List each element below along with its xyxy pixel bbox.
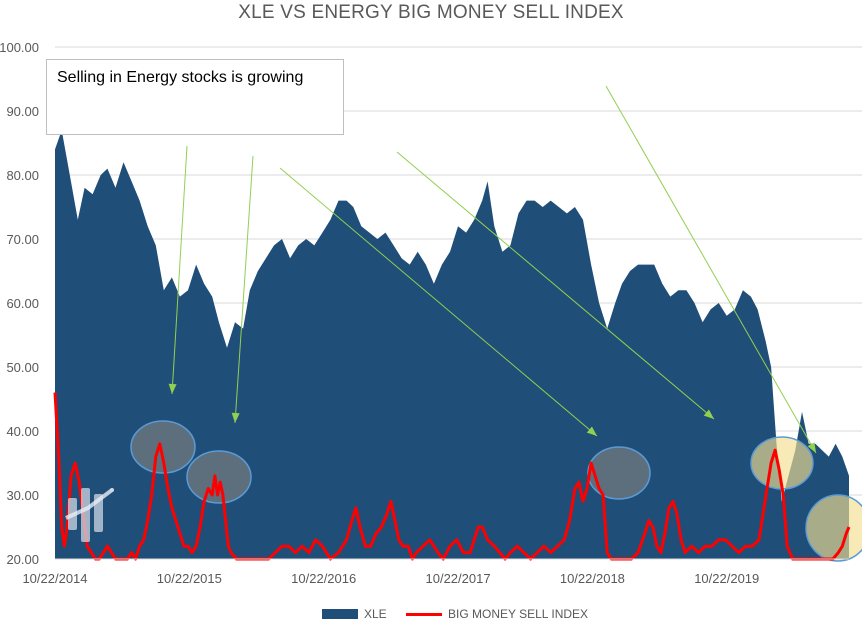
annotation-arrow — [396, 151, 715, 420]
annotation-arrow — [234, 155, 254, 424]
annotation-arrow-head — [807, 442, 816, 453]
highlight-circles — [130, 420, 862, 562]
y-tick-label: 70.00 — [6, 232, 39, 247]
annotation-arrows — [168, 85, 817, 454]
x-tick-label: 10/22/2014 — [22, 571, 87, 586]
series-xle-area — [55, 130, 849, 559]
annotation-arrow-head — [231, 412, 240, 423]
series-big-money-sell-index-line — [53, 392, 851, 561]
highlight-circle — [130, 420, 196, 474]
x-tick-label: 10/22/2016 — [291, 571, 356, 586]
y-tick-label: 60.00 — [6, 296, 39, 311]
annotation-arrow — [279, 167, 598, 437]
highlight-circle — [186, 450, 252, 504]
y-tick-label: 100.00 — [0, 40, 39, 55]
x-axis-ticks: 10/22/2014 10/22/2015 10/22/2016 10/22/2017… — [22, 571, 759, 586]
x-tick-label: 10/22/2015 — [157, 571, 222, 586]
y-tick-label: 80.00 — [6, 168, 39, 183]
series-line — [53, 392, 851, 561]
annotation-arrow-head — [703, 409, 714, 419]
annotation-arrow — [605, 85, 817, 454]
series-area — [55, 130, 849, 559]
legend-label-xle: XLE — [364, 607, 387, 621]
annotation-arrow — [171, 145, 188, 395]
annotation-text: Selling in Energy stocks is growing — [57, 69, 304, 86]
x-tick-label: 10/22/2018 — [560, 571, 625, 586]
x-tick-label: 10/22/2017 — [426, 571, 491, 586]
y-axis-ticks: 20.00 30.00 40.00 50.00 60.00 70.00 80.00 90.00… — [0, 40, 39, 567]
y-tick-label: 40.00 — [6, 424, 39, 439]
x-tick-label: 10/22/2019 — [694, 571, 759, 586]
legend-label-big-money-sell-index: BIG MONEY SELL INDEX — [448, 607, 589, 621]
y-tick-label: 50.00 — [6, 360, 39, 375]
highlight-circle — [587, 446, 651, 500]
legend-swatch-big-money-sell-index — [406, 612, 442, 616]
chart-title: XLE VS ENERGY BIG MONEY SELL INDEX — [238, 2, 624, 23]
legend-swatch-xle — [322, 609, 358, 619]
legend-item-big-money-sell-index: BIG MONEY SELL INDEX — [406, 607, 588, 621]
logo-watermark-icon — [65, 488, 114, 542]
annotation-arrow-head — [168, 383, 177, 394]
legend-item-xle: XLE — [322, 607, 387, 621]
annotation-box: Selling in Energy stocks is growing — [46, 59, 344, 135]
highlight-circle — [805, 494, 862, 562]
legend: XLE BIG MONEY SELL INDEX — [0, 607, 862, 627]
y-tick-label: 90.00 — [6, 104, 39, 119]
y-tick-label: 30.00 — [6, 488, 39, 503]
annotation-arrow-head — [586, 426, 597, 436]
y-tick-label: 20.00 — [6, 552, 39, 567]
